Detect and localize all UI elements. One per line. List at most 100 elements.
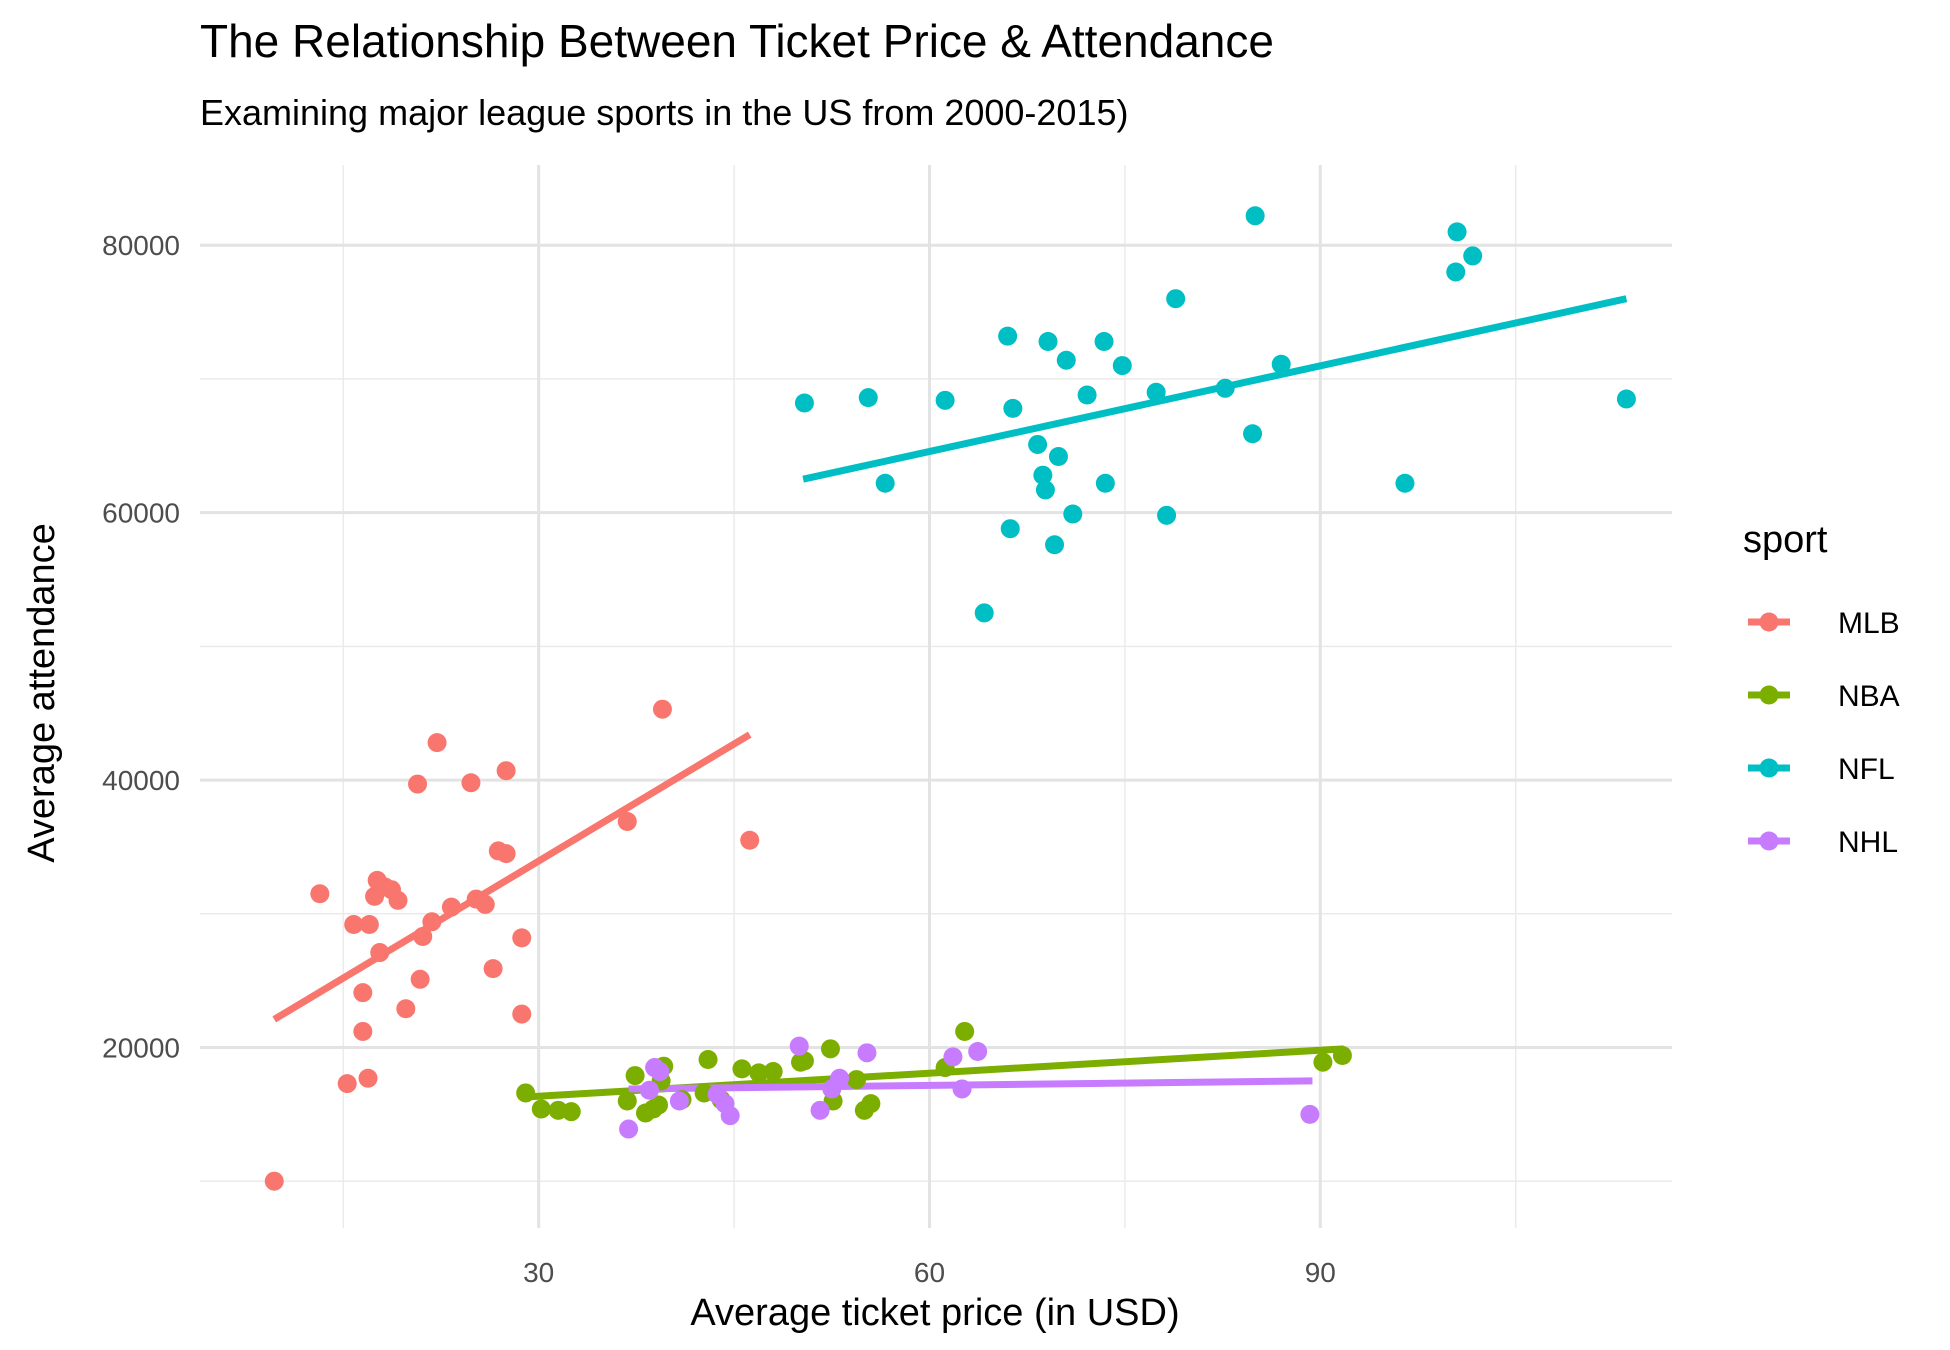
nhl-point [943,1047,963,1067]
nba-point [561,1102,581,1122]
mlb-point [740,830,760,850]
nba-point [847,1070,867,1090]
nfl-point [1447,222,1467,242]
nba-point [763,1062,783,1082]
mlb-point [410,969,430,989]
nhl-point [857,1043,877,1063]
nhl-point [650,1062,670,1082]
nfl-point [1446,262,1466,282]
nfl-point [1245,206,1265,226]
trend-lines [272,295,1628,1101]
nfl-point [998,326,1018,346]
nhl-point [789,1036,809,1056]
mlb-point [427,733,447,753]
axis-ticks: 30 60 90 20000 40000 60000 80000 [102,230,1336,1288]
mlb-point [617,812,637,832]
nba-point [955,1021,975,1041]
mlb-point [496,844,516,864]
nba-point [861,1094,881,1114]
x-tick-label: 90 [1305,1257,1336,1288]
nfl-point [1045,535,1065,555]
nfl-point [1271,354,1291,374]
legend-marker-nhl [1759,831,1779,851]
nba-point [698,1050,718,1070]
x-tick-label: 60 [914,1257,945,1288]
nfl-point [1463,246,1483,266]
legend-marker-nba [1759,685,1779,705]
mlb-point [353,983,373,1003]
nfl-point [858,388,878,408]
mlb-point [310,884,330,904]
nba-point [794,1051,814,1071]
nfl-point [1395,473,1415,493]
mlb-point [344,914,364,934]
data-points [264,206,1636,1191]
nba-point [820,1039,840,1059]
mlb-point [483,959,503,979]
nhl-point [720,1106,740,1126]
y-tick-label: 20000 [102,1032,180,1063]
mlb-point [475,894,495,914]
nhl-point [952,1079,972,1099]
nfl-point [1056,350,1076,370]
y-tick-label: 80000 [102,230,180,261]
legend-label-nba: NBA [1838,680,1900,713]
nba-point [531,1099,551,1119]
legend-item-mlb: MLB [1748,607,1900,640]
mlb-point [358,1068,378,1088]
legend-title: sport [1743,519,1828,561]
y-tick-label: 60000 [102,498,180,529]
mlb-point [512,1004,532,1024]
nfl-point [1003,398,1023,418]
nhl-point [830,1068,850,1088]
mlb-point [370,943,390,963]
mlb-point [408,774,428,794]
nfl-point [1000,519,1020,539]
legend-item-nba: NBA [1748,680,1900,713]
nfl-point [1094,331,1114,351]
x-tick-label: 30 [523,1257,554,1288]
nhl-point [810,1100,830,1120]
mlb-point [496,761,516,781]
nba-point [617,1091,637,1111]
mlb-point [422,912,442,932]
nfl-point [1112,356,1132,376]
mlb-point [388,890,408,910]
mlb-point [337,1074,357,1094]
nfl-point [1166,289,1186,309]
mlb-point [441,897,461,917]
mlb-point [353,1021,373,1041]
mlb-point [359,914,379,934]
nfl-point [1063,504,1083,524]
nfl-point [974,603,994,623]
nfl-point [1157,505,1177,525]
nhl-point [968,1042,988,1062]
legend-label-nhl: NHL [1838,826,1898,859]
nfl-point [794,393,814,413]
nfl-point [1095,473,1115,493]
legend: sport MLB NBA NFL NHL [1743,519,1900,859]
nfl-point [1033,465,1053,485]
chart-title: The Relationship Between Ticket Price & … [200,15,1274,67]
legend-marker-mlb [1759,612,1779,632]
nhl-point [619,1119,639,1139]
nba-point [749,1063,769,1083]
mlb-point [512,928,532,948]
nfl-point [1077,385,1097,405]
legend-label-mlb: MLB [1838,607,1900,640]
nfl-point [1038,331,1058,351]
nfl-point [1616,389,1636,409]
mlb-trend-line [272,731,752,1023]
chart-subtitle: Examining major league sports in the US … [200,92,1129,133]
mlb-point [461,773,481,793]
legend-item-nfl: NFL [1748,753,1895,786]
legend-marker-nfl [1759,758,1779,778]
nfl-point [1215,378,1235,398]
x-axis-title: Average ticket price (in USD) [690,1292,1179,1334]
y-axis-title: Average attendance [21,523,63,862]
legend-label-nfl: NFL [1838,753,1895,786]
nhl-point [639,1080,659,1100]
nba-point [516,1083,536,1103]
nhl-point [669,1091,689,1111]
